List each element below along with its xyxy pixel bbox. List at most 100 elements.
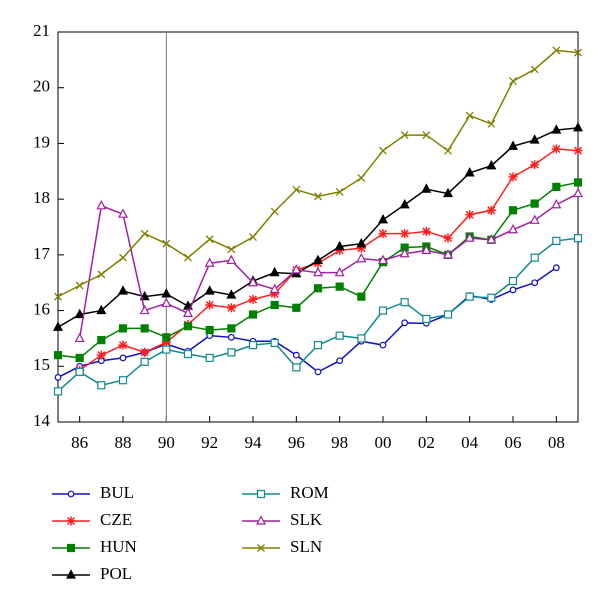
marker [270, 338, 279, 347]
marker [378, 306, 388, 315]
marker [356, 243, 366, 253]
marker [140, 229, 149, 238]
x-tick-label: 94 [245, 433, 263, 452]
marker [509, 77, 517, 85]
marker [422, 314, 431, 324]
marker [97, 336, 106, 345]
marker [508, 172, 518, 182]
marker [119, 354, 127, 362]
marker [552, 46, 561, 55]
marker [573, 178, 583, 187]
marker [162, 239, 171, 248]
marker [292, 363, 301, 372]
marker [162, 345, 171, 354]
marker [74, 332, 85, 343]
marker [573, 122, 583, 132]
x-tick-label: 90 [158, 433, 175, 452]
marker [183, 307, 193, 317]
marker [314, 368, 322, 376]
marker [313, 266, 323, 277]
marker [400, 229, 410, 239]
marker [227, 245, 236, 254]
marker [574, 48, 582, 57]
legend-label: SLK [290, 510, 323, 529]
marker [270, 207, 279, 216]
legend-marker [66, 569, 76, 579]
x-tick-label: 00 [375, 433, 392, 452]
marker [378, 213, 388, 224]
marker [314, 192, 322, 201]
marker [54, 374, 62, 381]
marker [335, 187, 344, 196]
series-line [78, 192, 579, 339]
series-line [57, 267, 557, 379]
marker [465, 292, 474, 301]
y-tick-label: 16 [33, 299, 50, 318]
marker [162, 333, 171, 342]
marker [531, 279, 539, 287]
legend-label: SLN [290, 537, 322, 556]
marker [573, 187, 583, 198]
marker [118, 285, 128, 295]
legend-label: ROM [290, 483, 329, 502]
marker [227, 333, 235, 341]
marker [357, 292, 366, 301]
marker [184, 253, 192, 262]
marker [465, 111, 474, 120]
marker [399, 247, 410, 258]
marker [226, 303, 236, 313]
marker [551, 124, 562, 134]
marker [357, 174, 366, 182]
marker [248, 310, 258, 319]
marker [379, 341, 387, 349]
legend-label: BUL [100, 483, 134, 502]
marker [291, 264, 302, 274]
marker [334, 266, 345, 277]
marker [75, 353, 84, 363]
marker [551, 198, 562, 209]
marker [422, 131, 431, 140]
marker [269, 266, 280, 277]
marker [508, 224, 518, 234]
x-tick-label: 04 [461, 433, 479, 452]
legend-label: CZE [100, 510, 132, 529]
marker [183, 322, 193, 331]
marker [486, 159, 497, 170]
x-tick-label: 02 [418, 433, 435, 452]
marker [356, 252, 367, 263]
marker [464, 167, 475, 177]
marker [552, 264, 560, 272]
marker [530, 199, 539, 208]
marker [444, 146, 452, 155]
marker [552, 182, 561, 191]
marker [335, 245, 345, 255]
marker [399, 198, 410, 209]
marker [249, 233, 257, 241]
legend-marker [256, 489, 266, 499]
marker [75, 367, 84, 376]
marker [139, 290, 150, 301]
marker [140, 357, 149, 366]
marker [118, 376, 128, 385]
marker [443, 249, 453, 259]
marker [96, 304, 107, 315]
plot-frame [57, 31, 579, 423]
marker [573, 234, 583, 243]
marker [248, 341, 258, 350]
marker [97, 381, 106, 390]
marker [357, 334, 366, 343]
y-tick-label: 14 [33, 411, 51, 430]
marker [53, 351, 63, 360]
legend-marker [256, 515, 266, 525]
marker [443, 310, 453, 319]
marker [161, 288, 172, 298]
marker [421, 244, 432, 254]
marker [248, 294, 258, 304]
marker [269, 283, 280, 293]
marker [292, 351, 300, 359]
marker [270, 300, 279, 310]
marker [119, 253, 127, 262]
marker [486, 205, 496, 215]
marker [530, 253, 539, 262]
marker [508, 206, 518, 215]
